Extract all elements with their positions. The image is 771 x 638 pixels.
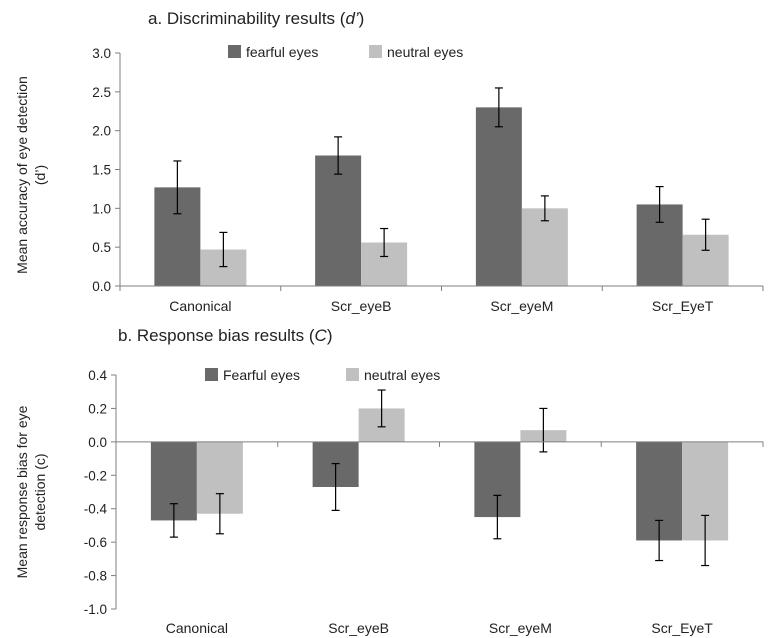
y-tick-label: 0.4 [88,368,107,383]
category-label-canonical: Canonical [169,298,231,314]
y-tick-label: 0.0 [88,435,107,450]
panel-a-y-ticks: 0.0 0.5 1.0 1.5 2.0 2.5 3.0 [92,46,120,294]
legend-swatch-neutral-eyes [346,368,359,381]
y-tick-label: -0.6 [84,535,107,550]
panel-b-error-bars [169,389,710,567]
category-label-scr-eyet: Scr_EyeT [651,620,713,636]
y-tick-label: 1.5 [92,163,111,178]
panel-b-legend: Fearful eyes neutral eyes [205,367,440,383]
y-tick-label: -0.8 [84,569,107,584]
panel-a-axes [119,53,764,291]
panel-a-legend: fearful eyes neutral eyes [228,44,463,60]
legend-swatch-neutral-eyes [369,45,382,58]
legend-label-fearful-eyes: fearful eyes [246,44,318,60]
y-tick-label: -0.2 [84,468,107,483]
error-bar-neutral-eyes-canonical [219,231,228,268]
legend-swatch-fearful-eyes [205,368,218,381]
error-bar-neutral-eyes-scr-eyet [701,514,710,567]
panel-a-category-labels: Canonical Scr_eyeB Scr_eyeM Scr_EyeT [169,298,714,314]
panel-b-response-bias: b. Response bias results (C) Mean respon… [14,326,764,636]
y-tick-label: -1.0 [84,602,107,617]
bar-fearful-eyes-scr-eyeb [315,155,362,286]
category-label-scr-eyem: Scr_eyeM [490,298,553,314]
category-label-scr-eyem: Scr_eyeM [489,620,552,636]
panel-a-title: a. Discriminability results (d’) [148,9,364,28]
category-label-scr-eyet: Scr_EyeT [652,298,714,314]
y-tick-label: 2.0 [92,124,111,139]
error-bar-neutral-eyes-canonical [215,493,224,535]
category-label-scr-eyeb: Scr_eyeB [331,298,392,314]
category-label-canonical: Canonical [166,620,228,636]
y-tick-label: 0.5 [92,240,111,255]
legend-label-fearful-eyes: Fearful eyes [223,367,300,383]
error-bar-fearful-eyes-scr-eyet [655,519,664,562]
panel-b-ylabel-line2: detection (c) [32,453,48,530]
panel-a-ylabel-line2: (d’) [32,165,48,185]
y-tick-label: 1.0 [92,201,111,216]
y-tick-label: 2.5 [92,85,111,100]
panel-b-title: b. Response bias results (C) [118,326,333,345]
error-bar-neutral-eyes-scr-eyeb [380,227,389,258]
panel-a-error-bars [173,87,710,268]
error-bar-fearful-eyes-scr-eyeb [334,136,343,175]
panel-b-ylabel-line1: Mean response bias for eye [14,405,30,578]
error-bar-fearful-eyes-scr-eyem [493,494,502,540]
legend-swatch-fearful-eyes [228,45,241,58]
panel-a-ylabel-line1: Mean accuracy of eye detection [14,76,30,274]
panel-b-y-ticks: -1.0 -0.8 -0.6 -0.4 -0.2 0.0 0.2 0.4 [84,368,116,617]
error-bar-fearful-eyes-canonical [169,503,178,538]
error-bar-neutral-eyes-scr-eyet [701,218,710,251]
error-bar-neutral-eyes-scr-eyem [539,407,548,453]
legend-label-neutral-eyes: neutral eyes [387,44,463,60]
y-tick-label: 0.2 [88,401,107,416]
error-bar-fearful-eyes-scr-eyet [655,185,664,223]
category-label-scr-eyeb: Scr_eyeB [328,620,389,636]
panel-b-axes [115,375,764,609]
legend-label-neutral-eyes: neutral eyes [364,367,440,383]
panel-a-discriminability: a. Discriminability results (d’) Mean ac… [14,9,764,314]
error-bar-fearful-eyes-scr-eyem [494,87,503,128]
y-tick-label: 3.0 [92,46,111,61]
bar-fearful-eyes-scr-eyem [475,107,522,286]
error-bar-neutral-eyes-scr-eyem [540,195,549,222]
error-bar-fearful-eyes-scr-eyeb [331,462,340,511]
y-tick-label: 0.0 [92,279,111,294]
error-bar-fearful-eyes-canonical [173,160,182,215]
panel-b-bars [150,408,729,541]
panel-a-bars [154,107,729,286]
error-bar-neutral-eyes-scr-eyeb [377,389,386,428]
y-tick-label: -0.4 [84,502,108,517]
panel-b-category-labels: Canonical Scr_eyeB Scr_eyeM Scr_EyeT [166,620,714,636]
